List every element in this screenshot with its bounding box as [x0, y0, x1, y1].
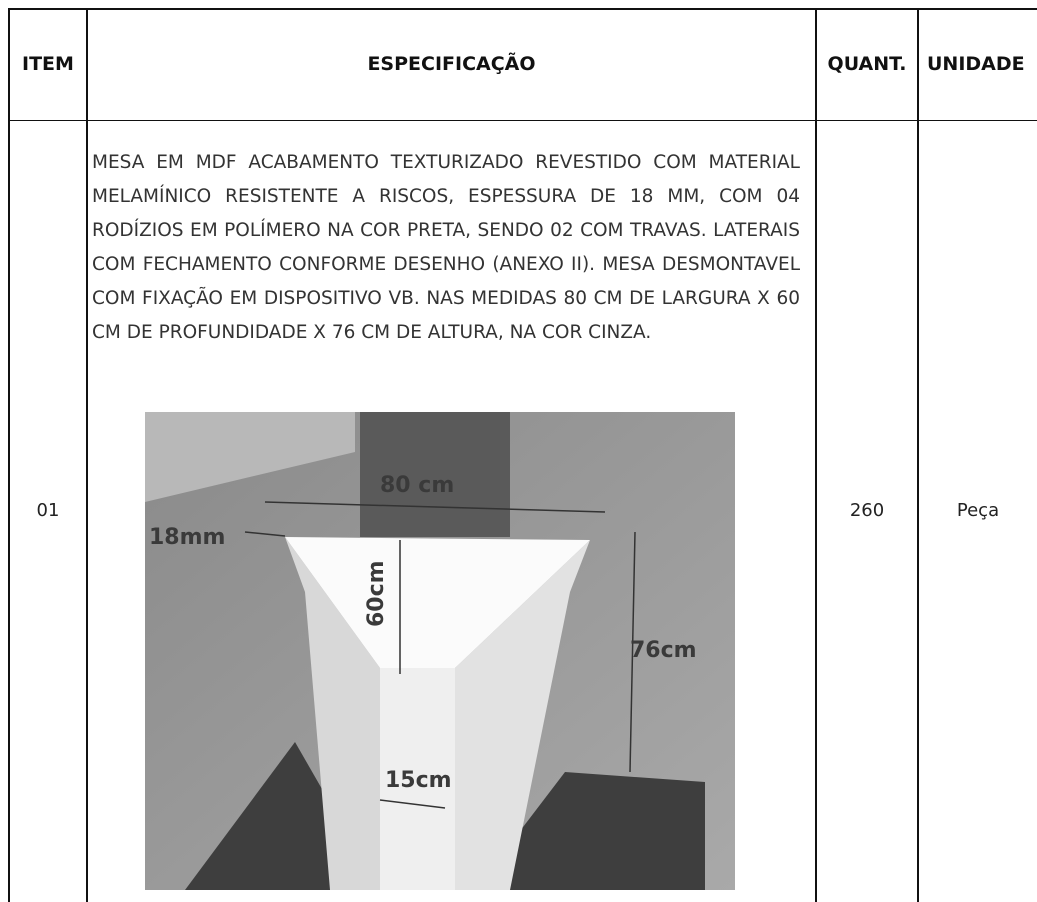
- border: [8, 8, 1037, 10]
- dim-label: 76cm: [630, 638, 697, 663]
- header-cell: QUANT.: [827, 53, 907, 75]
- border: [8, 120, 86, 121]
- border: [86, 120, 1037, 121]
- top: [285, 537, 590, 668]
- cell: 01: [36, 500, 60, 521]
- dim-label: 18mm: [149, 525, 225, 550]
- dim-label: 15cm: [385, 768, 452, 793]
- dim-label: 60cm: [364, 560, 389, 627]
- shadow: [475, 772, 705, 890]
- side: [285, 537, 380, 890]
- cell: Peça: [956, 500, 1000, 521]
- dimension-lines: [244, 501, 636, 809]
- figure: 80 cm 18mm 60cm 76cm 15cm: [145, 412, 735, 890]
- header-cell: ESPECIFICAÇÃO: [367, 53, 536, 75]
- header-cell: ITEM: [22, 53, 74, 75]
- side: [455, 540, 590, 890]
- header-cell: UNIDADE: [927, 53, 1025, 75]
- border: [917, 8, 919, 902]
- border: [8, 8, 10, 902]
- border: [86, 8, 88, 902]
- border: [815, 8, 817, 902]
- dim-label: 80 cm: [380, 473, 454, 498]
- cell: 260: [849, 500, 885, 521]
- front: [380, 668, 455, 890]
- cell: MESA EM MDF ACABAMENTO TEXTURIZADO REVES…: [92, 152, 800, 343]
- wall: [145, 412, 355, 502]
- panel: [360, 412, 510, 537]
